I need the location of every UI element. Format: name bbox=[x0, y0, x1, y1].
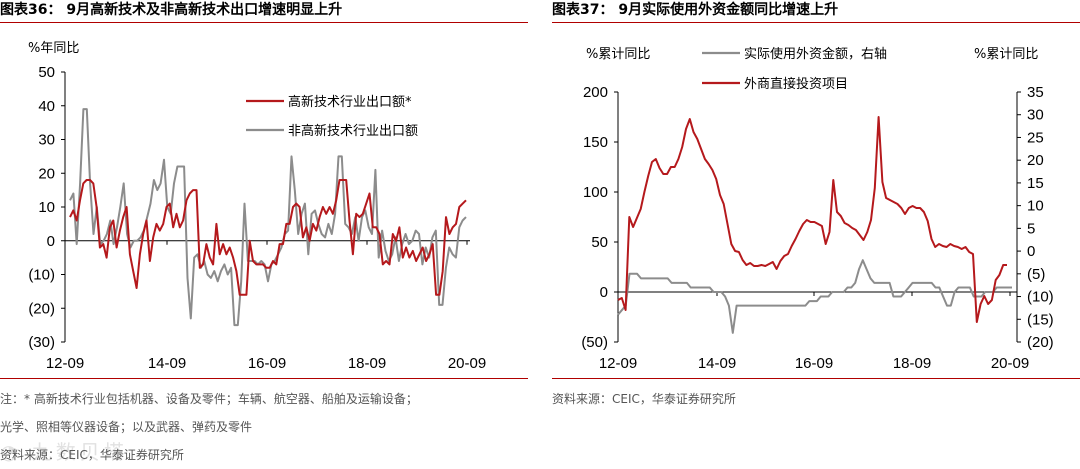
chart-source: 资料来源：CEIC，华泰证券研究所 bbox=[552, 392, 736, 406]
series-line-fdi-amount bbox=[617, 259, 1012, 334]
y-tick-label: (10) bbox=[28, 267, 55, 284]
y-tick-label: 150 bbox=[583, 134, 608, 151]
chart-source: 资料来源：CEIC，华泰证券研究所 bbox=[0, 448, 184, 462]
chart-panel-right: 图表37： 9月实际使用外资金额同比增速上升 (50) 0 50 100 150 200(… bbox=[552, 0, 1080, 469]
x-tick-label: 14-09 bbox=[698, 355, 736, 372]
chart-title: 图表36： 9月高新技术及非高新技术出口增速明显上升 bbox=[0, 2, 343, 18]
y-axis-label-right: %累计同比 bbox=[974, 47, 1038, 62]
y-tick-label: 40 bbox=[38, 98, 55, 115]
y-tick-label: (20) bbox=[28, 300, 55, 317]
y-tick-label-right: 15 bbox=[1027, 175, 1044, 192]
y-axis-label: %年同比 bbox=[28, 41, 79, 56]
x-tick-label: 18-09 bbox=[893, 355, 931, 372]
y-tick-label: 50 bbox=[591, 234, 608, 251]
chart-note: 注：* 高新技术行业包括机器、设备及零件；车辆、航空器、船舶及运输设备； bbox=[0, 392, 418, 406]
x-tick-label: 12-09 bbox=[599, 355, 637, 372]
legend-label-non-hightech: 非高新技术行业出口额 bbox=[288, 123, 418, 139]
y-tick-label-right: 10 bbox=[1027, 198, 1044, 215]
chart-note: 光学、照相等仪器设备；以及武器、弹药及零件 bbox=[0, 420, 253, 434]
title-rule bbox=[0, 22, 528, 23]
footer-rule bbox=[0, 378, 528, 379]
legend-label-fdi-projects: 外商直接投资项目 bbox=[744, 76, 848, 92]
y-tick-label: 0 bbox=[600, 284, 608, 301]
title-rule bbox=[552, 22, 1080, 23]
y-tick-label: 100 bbox=[583, 184, 608, 201]
y-tick-label-right: 30 bbox=[1027, 107, 1044, 124]
footer-rule bbox=[552, 378, 1080, 379]
y-tick-label-right: (5) bbox=[1027, 266, 1045, 283]
y-tick-label-right: 20 bbox=[1027, 152, 1044, 169]
y-tick-label-right: (10) bbox=[1027, 289, 1054, 306]
x-tick-label: 20-09 bbox=[991, 355, 1029, 372]
y-tick-label: 30 bbox=[38, 132, 55, 149]
x-tick-label: 12-09 bbox=[46, 355, 84, 372]
line-chart-svg: (30) (20) (10) 0 10 20 30 40 50 %年同比 12-09 14-09 16-… bbox=[28, 41, 486, 372]
y-tick-label: 0 bbox=[47, 233, 55, 250]
y-tick-label: 50 bbox=[38, 64, 55, 81]
y-tick-label-right: (20) bbox=[1027, 334, 1054, 351]
legend-label-fdi-amount: 实际使用外资金额，右轴 bbox=[744, 46, 887, 62]
y-tick-label: 200 bbox=[583, 84, 608, 101]
y-tick-label: (50) bbox=[581, 334, 608, 351]
y-tick-label-right: 5 bbox=[1027, 220, 1035, 237]
series-line-fdi-projects bbox=[617, 116, 1007, 323]
x-tick-label: 16-09 bbox=[248, 355, 286, 372]
y-tick-label-right: 35 bbox=[1027, 84, 1044, 101]
y-tick-label-right: 25 bbox=[1027, 129, 1044, 146]
x-tick-label: 16-09 bbox=[795, 355, 833, 372]
y-tick-label-right: (15) bbox=[1027, 311, 1054, 328]
y-tick-label: 10 bbox=[38, 199, 55, 216]
y-tick-label-right: 0 bbox=[1027, 243, 1035, 260]
y-tick-label: (30) bbox=[28, 334, 55, 351]
watermark-logo: ◔ 九数贝塔 bbox=[0, 440, 128, 464]
line-chart-svg: (50) 0 50 100 150 200 (20) (15) (10) (5) 0 5 10 15 20 2… bbox=[581, 46, 1054, 372]
y-axis-label-left: %累计同比 bbox=[586, 47, 650, 62]
y-tick-label: 20 bbox=[38, 165, 55, 182]
legend-label-hightech: 高新技术行业出口额* bbox=[288, 94, 412, 110]
x-tick-label: 14-09 bbox=[148, 355, 186, 372]
series-line-hightech bbox=[69, 179, 467, 296]
x-tick-label: 18-09 bbox=[348, 355, 386, 372]
x-tick-label: 20-09 bbox=[448, 355, 486, 372]
chart-panel-left: 图表36： 9月高新技术及非高新技术出口增速明显上升 (30) (20) (10) 0… bbox=[0, 0, 528, 469]
chart-title: 图表37： 9月实际使用外资金额同比增速上升 bbox=[552, 2, 839, 18]
series-line-non-hightech bbox=[69, 108, 467, 327]
